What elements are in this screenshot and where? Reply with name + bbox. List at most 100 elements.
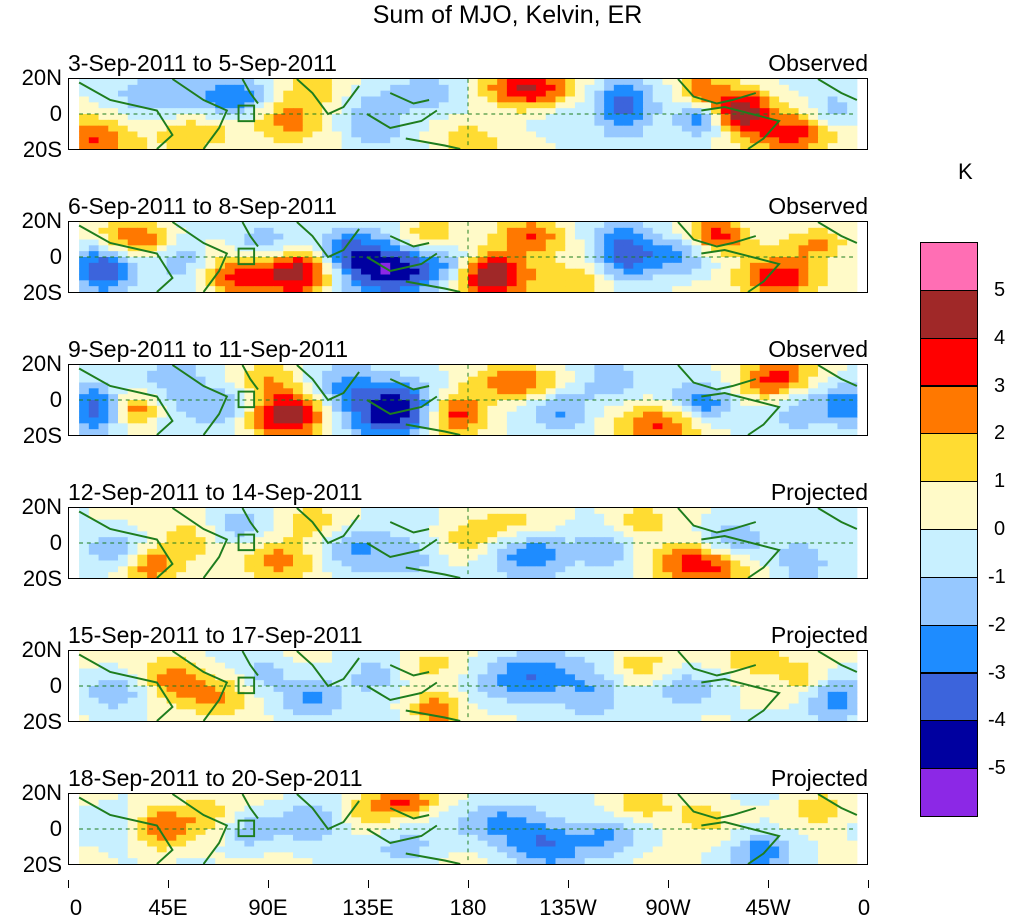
anomaly-cell — [137, 417, 148, 424]
anomaly-cell — [643, 268, 654, 275]
anomaly-cell — [380, 429, 391, 435]
anomaly-cell — [808, 508, 819, 515]
anomaly-cell — [516, 572, 527, 578]
anomaly-cell — [808, 245, 819, 252]
anomaly-cell — [205, 674, 216, 681]
anomaly-cell — [322, 543, 333, 550]
anomaly-cell — [497, 268, 508, 275]
anomaly-cell — [759, 525, 770, 532]
anomaly-cell — [215, 102, 226, 109]
anomaly-cell — [574, 137, 586, 144]
anomaly-cell — [341, 508, 352, 515]
anomaly-cell — [312, 262, 323, 270]
anomaly-cell — [652, 227, 663, 235]
anomaly-cell — [847, 388, 858, 395]
anomaly-cell — [652, 686, 663, 693]
anomaly-cell — [351, 543, 362, 550]
anomaly-cell — [186, 691, 197, 699]
anomaly-cell — [574, 674, 586, 681]
anomaly-cell — [759, 102, 770, 109]
anomaly-cell — [79, 233, 90, 240]
anomaly-cell — [234, 680, 245, 687]
anomaly-cell — [331, 280, 343, 287]
anomaly-cell — [837, 137, 848, 144]
anomaly-cell — [691, 651, 702, 658]
anomaly-cell — [536, 222, 547, 229]
anomaly-cell — [205, 108, 216, 115]
anomaly-cell — [574, 686, 586, 693]
anomaly-cell — [118, 668, 129, 675]
anomaly-cell — [555, 519, 566, 526]
anomaly-cell — [302, 697, 313, 704]
coastline — [78, 510, 174, 578]
anomaly-cell — [302, 262, 313, 270]
anomaly-cell — [681, 286, 693, 292]
anomaly-cell — [341, 548, 352, 556]
anomaly-cell — [487, 268, 498, 275]
anomaly-cell — [604, 709, 615, 716]
anomaly-cell — [749, 79, 761, 86]
anomaly-cell — [273, 423, 284, 430]
anomaly-cell — [108, 114, 119, 121]
anomaly-cell — [487, 651, 498, 658]
anomaly-cell — [720, 715, 731, 721]
anomaly-cell — [633, 668, 644, 675]
anomaly-cell — [545, 233, 556, 240]
anomaly-cell — [224, 662, 236, 669]
anomaly-cell — [788, 376, 800, 383]
anomaly-cell — [769, 143, 780, 149]
panel-kind-label: Observed — [768, 50, 868, 76]
anomaly-cell — [691, 411, 702, 418]
anomaly-cell — [545, 84, 556, 92]
anomaly-cell — [730, 691, 741, 699]
anomaly-cell — [536, 251, 547, 258]
anomaly-cell — [166, 227, 177, 235]
anomaly-cell — [769, 370, 780, 378]
anomaly-cell — [730, 84, 741, 92]
anomaly-cell — [711, 239, 722, 246]
anomaly-cell — [633, 114, 644, 121]
anomaly-cell — [536, 79, 547, 86]
anomaly-cell — [740, 531, 751, 538]
anomaly-cell — [584, 686, 595, 693]
anomaly-cell — [662, 280, 673, 287]
anomaly-cell — [623, 108, 634, 115]
anomaly-cell — [361, 429, 372, 435]
anomaly-cell — [604, 531, 615, 538]
coastline — [78, 367, 174, 435]
anomaly-cell — [468, 90, 479, 97]
anomaly-cell — [584, 90, 595, 97]
map-panel: 18-Sep-2011 to 20-Sep-2011 Projected 20N 0 2… — [22, 765, 868, 876]
anomaly-cell — [399, 137, 411, 144]
anomaly-cell — [681, 537, 693, 544]
anomaly-cell — [720, 382, 731, 389]
anomaly-cell — [555, 131, 566, 138]
anomaly-cell — [380, 245, 391, 252]
anomaly-cell — [244, 131, 255, 138]
anomaly-cell — [195, 548, 206, 556]
anomaly-cell — [361, 709, 372, 716]
anomaly-cell — [147, 531, 158, 538]
anomaly-cell — [156, 280, 168, 287]
anomaly-cell — [740, 686, 751, 693]
anomaly-cell — [652, 543, 663, 550]
anomaly-cell — [779, 286, 790, 292]
anomaly-cell — [487, 411, 498, 418]
anomaly-cell — [769, 662, 780, 669]
anomaly-cell — [604, 90, 615, 97]
anomaly-cell — [487, 125, 498, 132]
anomaly-cell — [224, 686, 236, 693]
anomaly-cell — [837, 108, 848, 115]
anomaly-cell — [662, 274, 673, 281]
anomaly-cell — [477, 674, 488, 681]
anomaly-cell — [186, 531, 197, 538]
anomaly-cell — [273, 400, 284, 407]
anomaly-cell — [691, 519, 702, 526]
anomaly-cell — [497, 794, 508, 801]
anomaly-cell — [536, 548, 547, 556]
anomaly-cell — [127, 537, 138, 544]
anomaly-cell — [147, 508, 158, 515]
anomaly-cell — [691, 572, 702, 578]
anomaly-cell — [361, 251, 372, 258]
anomaly-cell — [662, 245, 673, 252]
